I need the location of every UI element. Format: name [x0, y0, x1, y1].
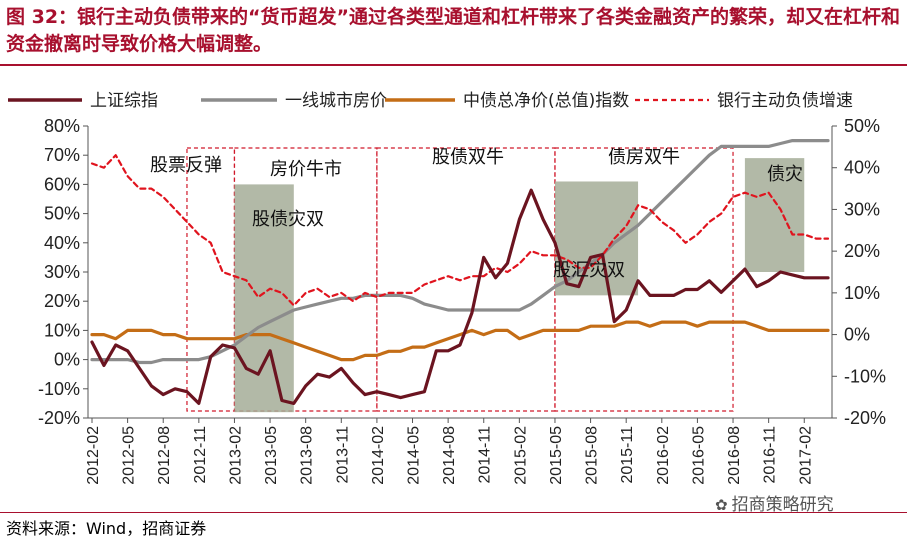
region-label: 债灾: [767, 164, 803, 185]
title-divider: [0, 64, 907, 66]
x-tick-label: 2016-02: [655, 426, 672, 485]
y-left-tick-label: 30%: [44, 262, 80, 282]
axes-layer: -20% -10% 0% 10% 20% 30% 40% 50% 60% 70% 80% -20% -1…: [38, 116, 886, 485]
y-left-tick-label: 40%: [44, 233, 80, 253]
x-tick-label: 2016-05: [690, 426, 707, 485]
x-tick-label: 2014-05: [406, 426, 423, 485]
series-layer: [90, 139, 830, 405]
x-tick-label: 2015-02: [512, 426, 529, 485]
y-right-tick-label: 50%: [844, 116, 880, 136]
y-right-tick-label: -20%: [844, 408, 886, 428]
x-tick-label: 2012-05: [121, 426, 138, 485]
legend: 上证综指 一线城市房价 中债总净价(总值)指数 银行主动负债增速: [8, 91, 853, 111]
highlight-region: [744, 158, 805, 272]
y-left-tick-label: 50%: [44, 204, 80, 224]
y-left-tick-label: -10%: [38, 379, 80, 399]
y-right-tick-label: 40%: [844, 158, 880, 178]
region-label: 股票反弹: [150, 155, 222, 176]
series-line-3: [90, 154, 830, 307]
x-tick-label: 2015-05: [548, 426, 565, 485]
highlight-region: [554, 181, 639, 296]
region-label: 债房双牛: [608, 147, 680, 168]
y-right-tick-label: -10%: [844, 366, 886, 386]
highlight-region: [234, 184, 294, 413]
y-left-tick-label: 60%: [44, 174, 80, 194]
series-line-2: [90, 320, 830, 362]
y-left-tick-label: -20%: [38, 408, 80, 428]
x-tick-label: 2012-08: [156, 426, 173, 485]
legend-label: 一线城市房价: [285, 91, 387, 111]
legend-label: 中债总净价(总值)指数: [463, 91, 629, 111]
x-tick-label: 2015-11: [619, 426, 636, 484]
x-tick-label: 2014-11: [477, 426, 494, 484]
period-region: [186, 147, 236, 412]
x-tick-label: 2013-08: [299, 426, 316, 485]
wechat-icon: ✿: [715, 496, 728, 514]
y-left-tick-label: 20%: [44, 291, 80, 311]
source-note: 资料来源：Wind，招商证券: [6, 519, 207, 538]
region-label: 股债双牛: [432, 147, 504, 168]
x-tick-label: 2014-08: [441, 426, 458, 485]
region-label: 房价牛市: [270, 159, 342, 180]
x-tick-label: 2013-02: [227, 426, 244, 485]
period-region: [376, 147, 556, 412]
region-label: 股债灾双: [252, 209, 324, 230]
y-left-tick-label: 10%: [44, 320, 80, 340]
y-right-tick-label: 0%: [844, 325, 870, 345]
x-tick-label: 2016-11: [762, 426, 779, 484]
x-tick-label: 2016-08: [726, 426, 743, 485]
region-layer: [186, 147, 805, 413]
y-right-tick-label: 10%: [844, 283, 880, 303]
x-tick-label: 2015-08: [584, 426, 601, 485]
legend-label: 银行主动负债增速: [717, 91, 853, 111]
y-left-tick-label: 0%: [54, 350, 80, 370]
chart-title: 图 32：银行主动负债带来的“货币超发”通过各类型通道和杠杆带来了各类金融资产的…: [6, 6, 901, 55]
region-label: 股汇灾双: [553, 260, 625, 281]
x-tick-label: 2017-02: [797, 426, 814, 485]
y-left-tick-label: 80%: [44, 116, 80, 136]
x-tick-label: 2012-02: [85, 426, 102, 485]
x-tick-label: 2013-11: [334, 426, 351, 484]
y-right-tick-label: 30%: [844, 199, 880, 219]
legend-label: 上证综指: [90, 91, 158, 111]
y-right-tick-label: 20%: [844, 241, 880, 261]
watermark-text: 招商策略研究: [731, 495, 834, 515]
x-tick-label: 2012-11: [192, 426, 209, 484]
footer-divider: [0, 512, 907, 513]
x-tick-label: 2014-02: [370, 426, 387, 485]
series-line-0: [90, 188, 830, 405]
y-left-tick-label: 70%: [44, 145, 80, 165]
line-chart: -20% -10% 0% 10% 20% 30% 40% 50% 60% 70% 80% -20% -1…: [8, 91, 886, 485]
watermark: ✿ 招商策略研究: [715, 490, 834, 515]
x-tick-label: 2013-05: [263, 426, 280, 485]
